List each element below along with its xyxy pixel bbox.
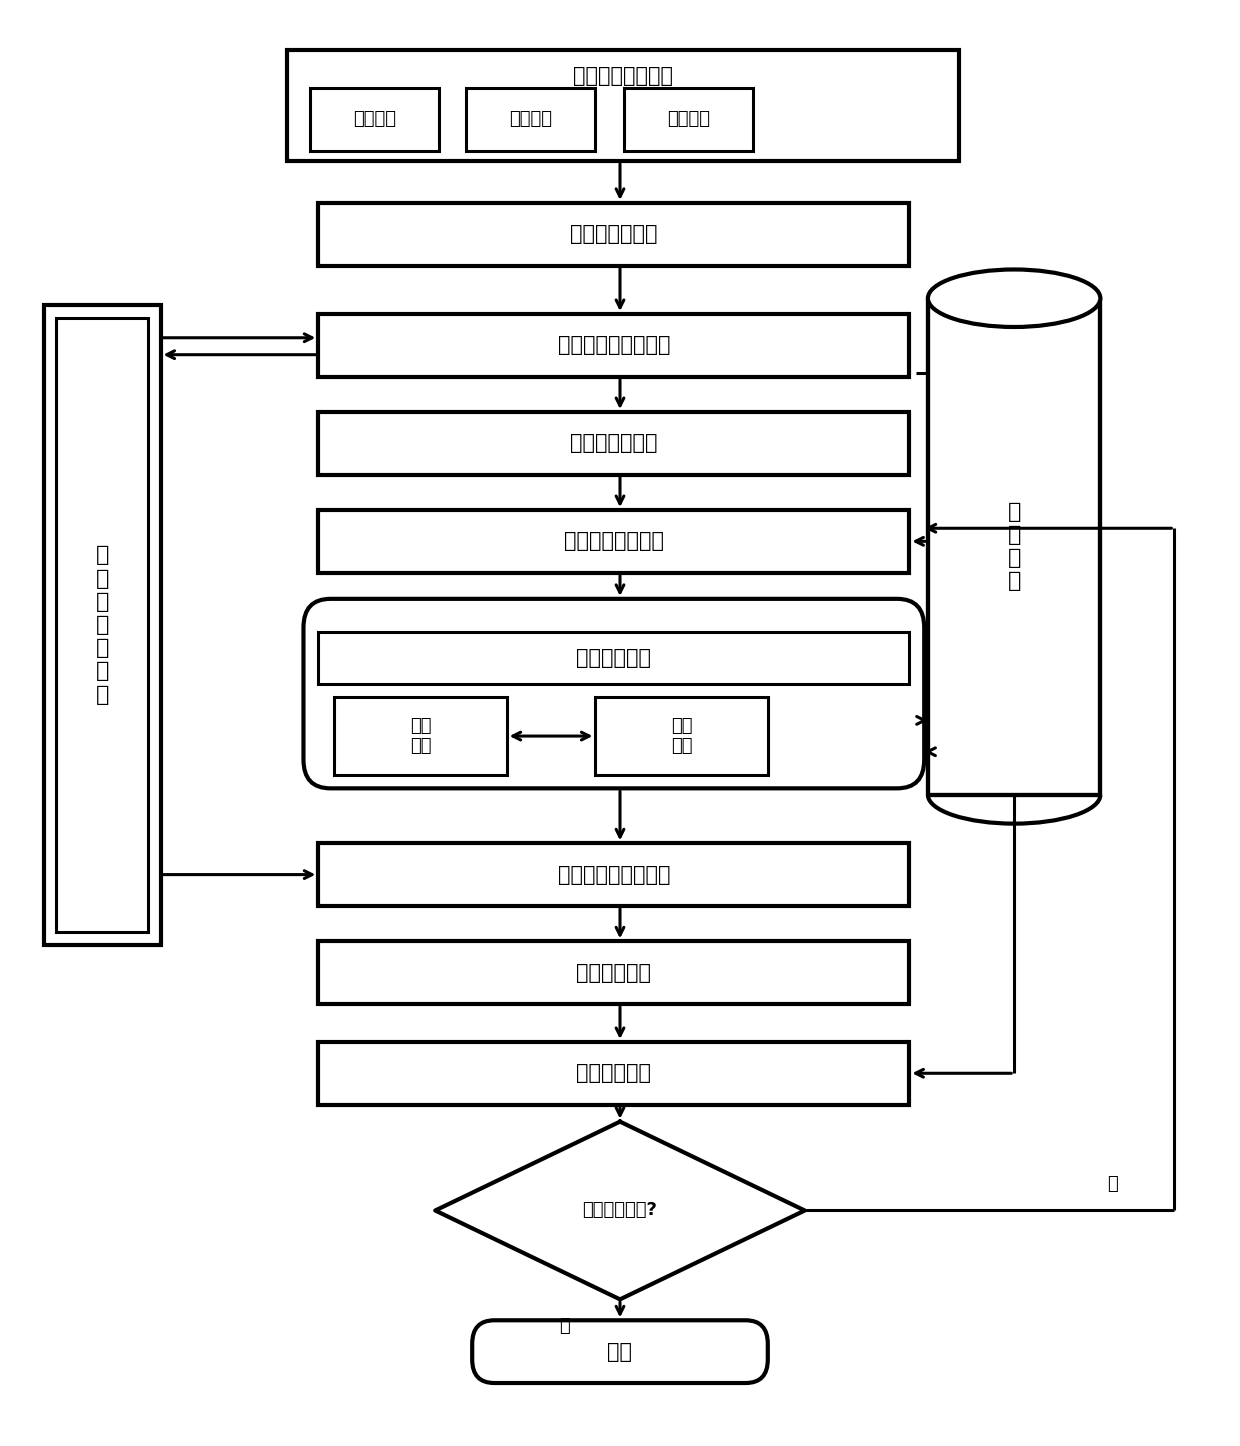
Text: 初始化加点模式: 初始化加点模式 xyxy=(570,434,657,453)
Text: 结束: 结束 xyxy=(608,1342,632,1362)
Text: 新样本点搜索: 新样本点搜索 xyxy=(577,648,651,668)
Text: 样
本
点
库: 样 本 点 库 xyxy=(1007,502,1021,591)
Text: 是: 是 xyxy=(559,1316,570,1335)
Polygon shape xyxy=(435,1122,805,1300)
Text: 设计变量: 设计变量 xyxy=(353,110,396,129)
Bar xyxy=(319,314,909,376)
Text: 更新加点模式: 更新加点模式 xyxy=(577,963,651,983)
Text: 面向
全局: 面向 全局 xyxy=(409,717,432,755)
Bar xyxy=(624,88,753,150)
Text: 获得样本点处响应值: 获得样本点处响应值 xyxy=(558,335,670,356)
Ellipse shape xyxy=(928,269,1100,327)
FancyBboxPatch shape xyxy=(472,1320,768,1382)
Bar xyxy=(319,1043,909,1105)
Bar xyxy=(928,298,1100,795)
Bar xyxy=(319,843,909,907)
Bar xyxy=(56,318,149,933)
Bar xyxy=(466,88,595,150)
Text: 否: 否 xyxy=(1107,1176,1118,1193)
Bar xyxy=(288,51,959,161)
Bar xyxy=(319,632,909,684)
Bar xyxy=(595,697,768,775)
Text: 建立初始代理模型: 建立初始代理模型 xyxy=(564,531,663,551)
Text: 面向
局部: 面向 局部 xyxy=(671,717,692,755)
Bar xyxy=(310,88,439,150)
Text: 设计空间: 设计空间 xyxy=(667,110,709,129)
Text: 高
精
度
分
析
模
型: 高 精 度 分 析 模 型 xyxy=(95,545,109,704)
FancyBboxPatch shape xyxy=(304,599,924,788)
Bar xyxy=(319,510,909,573)
Bar xyxy=(319,412,909,474)
Bar xyxy=(43,305,161,946)
Bar xyxy=(335,697,507,775)
Bar xyxy=(319,941,909,1004)
Text: 构建优化设计问题: 构建优化设计问题 xyxy=(573,67,673,87)
Text: 满足终止准则?: 满足终止准则? xyxy=(583,1202,657,1219)
Text: 目标函数: 目标函数 xyxy=(510,110,552,129)
Text: 拉丁超立方采样: 拉丁超立方采样 xyxy=(570,224,657,244)
Text: 更新代理模型: 更新代理模型 xyxy=(577,1063,651,1083)
Text: 获得新样本点响应值: 获得新样本点响应值 xyxy=(558,865,670,885)
Bar xyxy=(319,202,909,266)
